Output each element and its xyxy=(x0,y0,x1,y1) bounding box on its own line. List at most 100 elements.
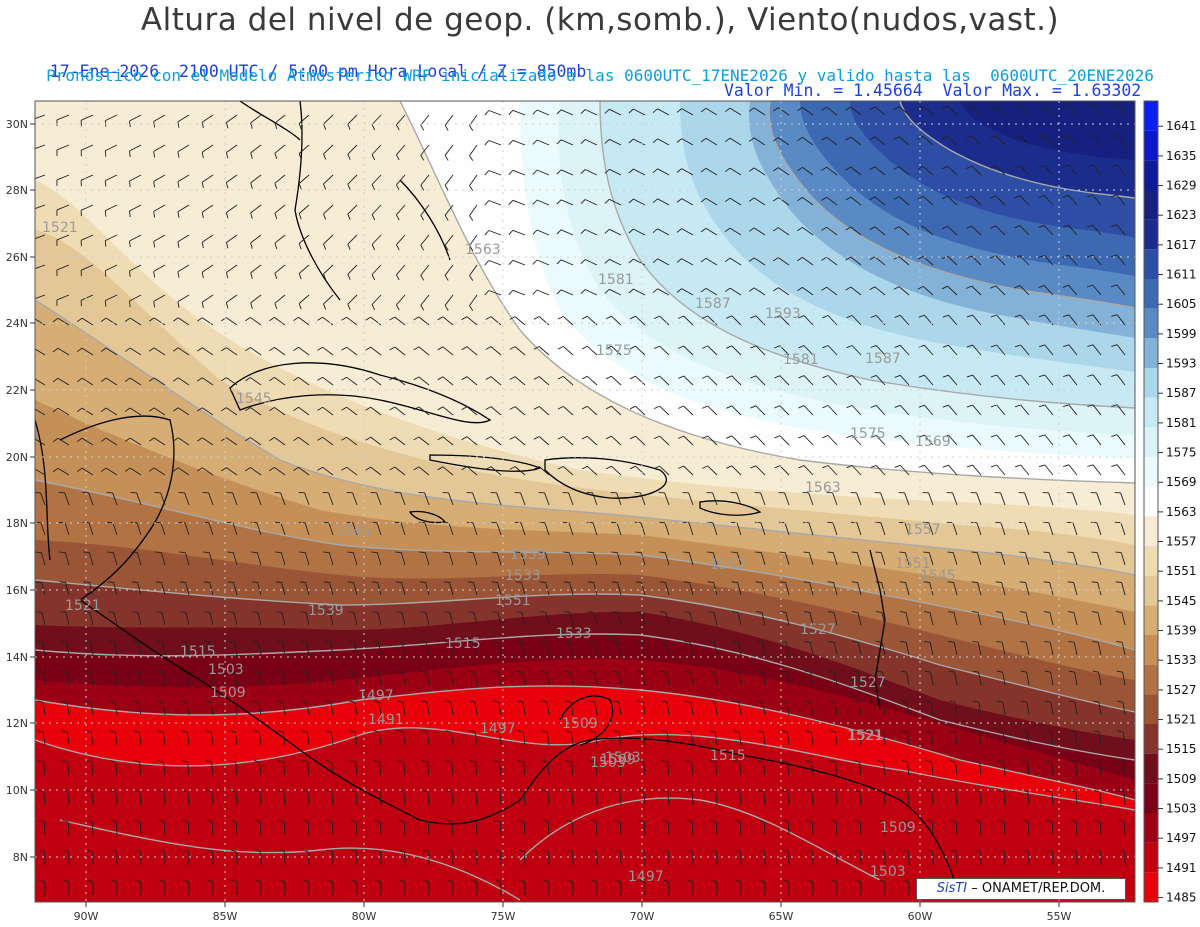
wind-barb-feather xyxy=(539,551,546,554)
colorbar-label: 1491 xyxy=(1166,861,1197,875)
wind-barb xyxy=(379,821,382,836)
wind-barb xyxy=(234,702,238,716)
wind-barb xyxy=(586,465,598,476)
wind-barb xyxy=(640,552,646,566)
wind-barb xyxy=(611,405,622,416)
wind-barb xyxy=(129,467,142,476)
colorbar-swatch xyxy=(1144,635,1158,665)
wind-barb-feather xyxy=(822,345,829,349)
wind-barb xyxy=(514,316,526,326)
wind-barb xyxy=(257,582,262,596)
wind-barb xyxy=(177,467,190,476)
wind-barb-feather xyxy=(129,210,131,218)
wind-barb xyxy=(418,346,430,356)
wind-barb-feather xyxy=(798,405,805,409)
wind-barb-feather xyxy=(605,375,612,380)
wind-barb-feather xyxy=(317,406,323,411)
wind-barb-feather xyxy=(662,849,669,853)
wind-barb-feather xyxy=(557,435,564,440)
colorbar-swatch xyxy=(1144,308,1158,339)
wind-barb-feather xyxy=(371,244,376,251)
wind-barb-feather xyxy=(221,347,227,352)
wind-barb-feather xyxy=(111,879,118,883)
wind-barb xyxy=(250,114,262,124)
wind-barb xyxy=(81,437,94,446)
wind-barb xyxy=(202,347,214,356)
wind-barb xyxy=(586,345,598,356)
colorbar-label: 1539 xyxy=(1166,624,1197,638)
wind-barb-feather xyxy=(1014,195,1021,199)
wind-barb-feather xyxy=(83,581,90,583)
wind-barb xyxy=(1068,284,1078,296)
wind-barb-feather xyxy=(197,407,203,412)
wind-barb xyxy=(424,522,430,536)
wind-barb-feather xyxy=(1111,404,1118,407)
wind-barb xyxy=(250,467,262,476)
wind-barb xyxy=(803,345,814,356)
wind-barb xyxy=(850,226,862,236)
wind-barb-feather xyxy=(251,581,258,583)
wind-barb-feather xyxy=(374,819,381,823)
wind-barb-feather xyxy=(806,789,813,793)
wind-barb xyxy=(948,374,958,386)
wind-barb xyxy=(827,435,838,446)
wind-barb-feather xyxy=(469,305,474,311)
wind-barb-feather xyxy=(227,611,234,613)
wind-barb xyxy=(826,136,838,146)
wind-barb-feather xyxy=(797,167,803,172)
wind-barb-feather xyxy=(422,819,429,823)
wind-barb-feather xyxy=(371,124,376,131)
wind-barb-feather xyxy=(420,700,427,703)
wind-barb-feather xyxy=(942,404,949,408)
wind-barb-feather xyxy=(532,259,538,265)
wind-barb-feather xyxy=(100,347,107,352)
wind-barb xyxy=(545,642,550,656)
wind-barb-feather xyxy=(1086,134,1093,138)
wind-barb-feather xyxy=(780,670,787,673)
wind-barb-feather xyxy=(437,316,444,321)
colorbar-label: 1617 xyxy=(1166,238,1197,252)
wind-barb-feather xyxy=(605,435,612,440)
wind-barb xyxy=(802,107,814,116)
wind-barb xyxy=(642,732,646,746)
wind-barb-feather xyxy=(1110,194,1118,198)
wind-barb-feather xyxy=(110,819,117,823)
contour-label: 1515 xyxy=(445,636,481,652)
wind-barb xyxy=(469,294,478,306)
wind-barb-feather xyxy=(444,275,449,281)
wind-barb-feather xyxy=(29,438,34,442)
wind-barb xyxy=(1092,164,1102,176)
wind-barb xyxy=(833,612,838,626)
wind-barb xyxy=(208,492,214,506)
wind-barb xyxy=(226,407,238,416)
wind-barb-feather xyxy=(1117,760,1124,763)
wind-barb xyxy=(1050,702,1054,716)
wind-barb-feather xyxy=(878,849,885,853)
wind-barb-feather xyxy=(347,581,354,583)
wind-barb xyxy=(498,732,502,746)
wind-barb-feather xyxy=(1038,434,1045,438)
wind-barb xyxy=(617,612,622,626)
wind-barb xyxy=(595,791,598,806)
wind-barb-feather xyxy=(35,611,42,613)
wind-barb xyxy=(65,582,70,596)
wind-barb xyxy=(995,135,1006,146)
wind-barb-feather xyxy=(155,611,162,613)
wind-barb xyxy=(633,228,646,236)
wind-barb xyxy=(736,522,742,536)
colorbar-swatch xyxy=(1144,457,1158,487)
wind-barb-feather xyxy=(971,551,978,554)
wind-barb xyxy=(160,522,166,536)
wind-barb-feather xyxy=(612,640,619,643)
wind-barb xyxy=(177,317,190,326)
wind-barb xyxy=(163,762,166,776)
wind-barb-feather xyxy=(148,377,155,382)
wind-barb xyxy=(283,791,286,806)
wind-barb xyxy=(274,264,286,274)
wind-barb-feather xyxy=(518,789,525,793)
wind-barb-feather xyxy=(635,611,642,613)
wind-barb xyxy=(56,174,70,181)
wind-barb-feather xyxy=(902,789,909,793)
wind-barb xyxy=(490,436,502,446)
wind-barb-feather xyxy=(590,789,597,793)
